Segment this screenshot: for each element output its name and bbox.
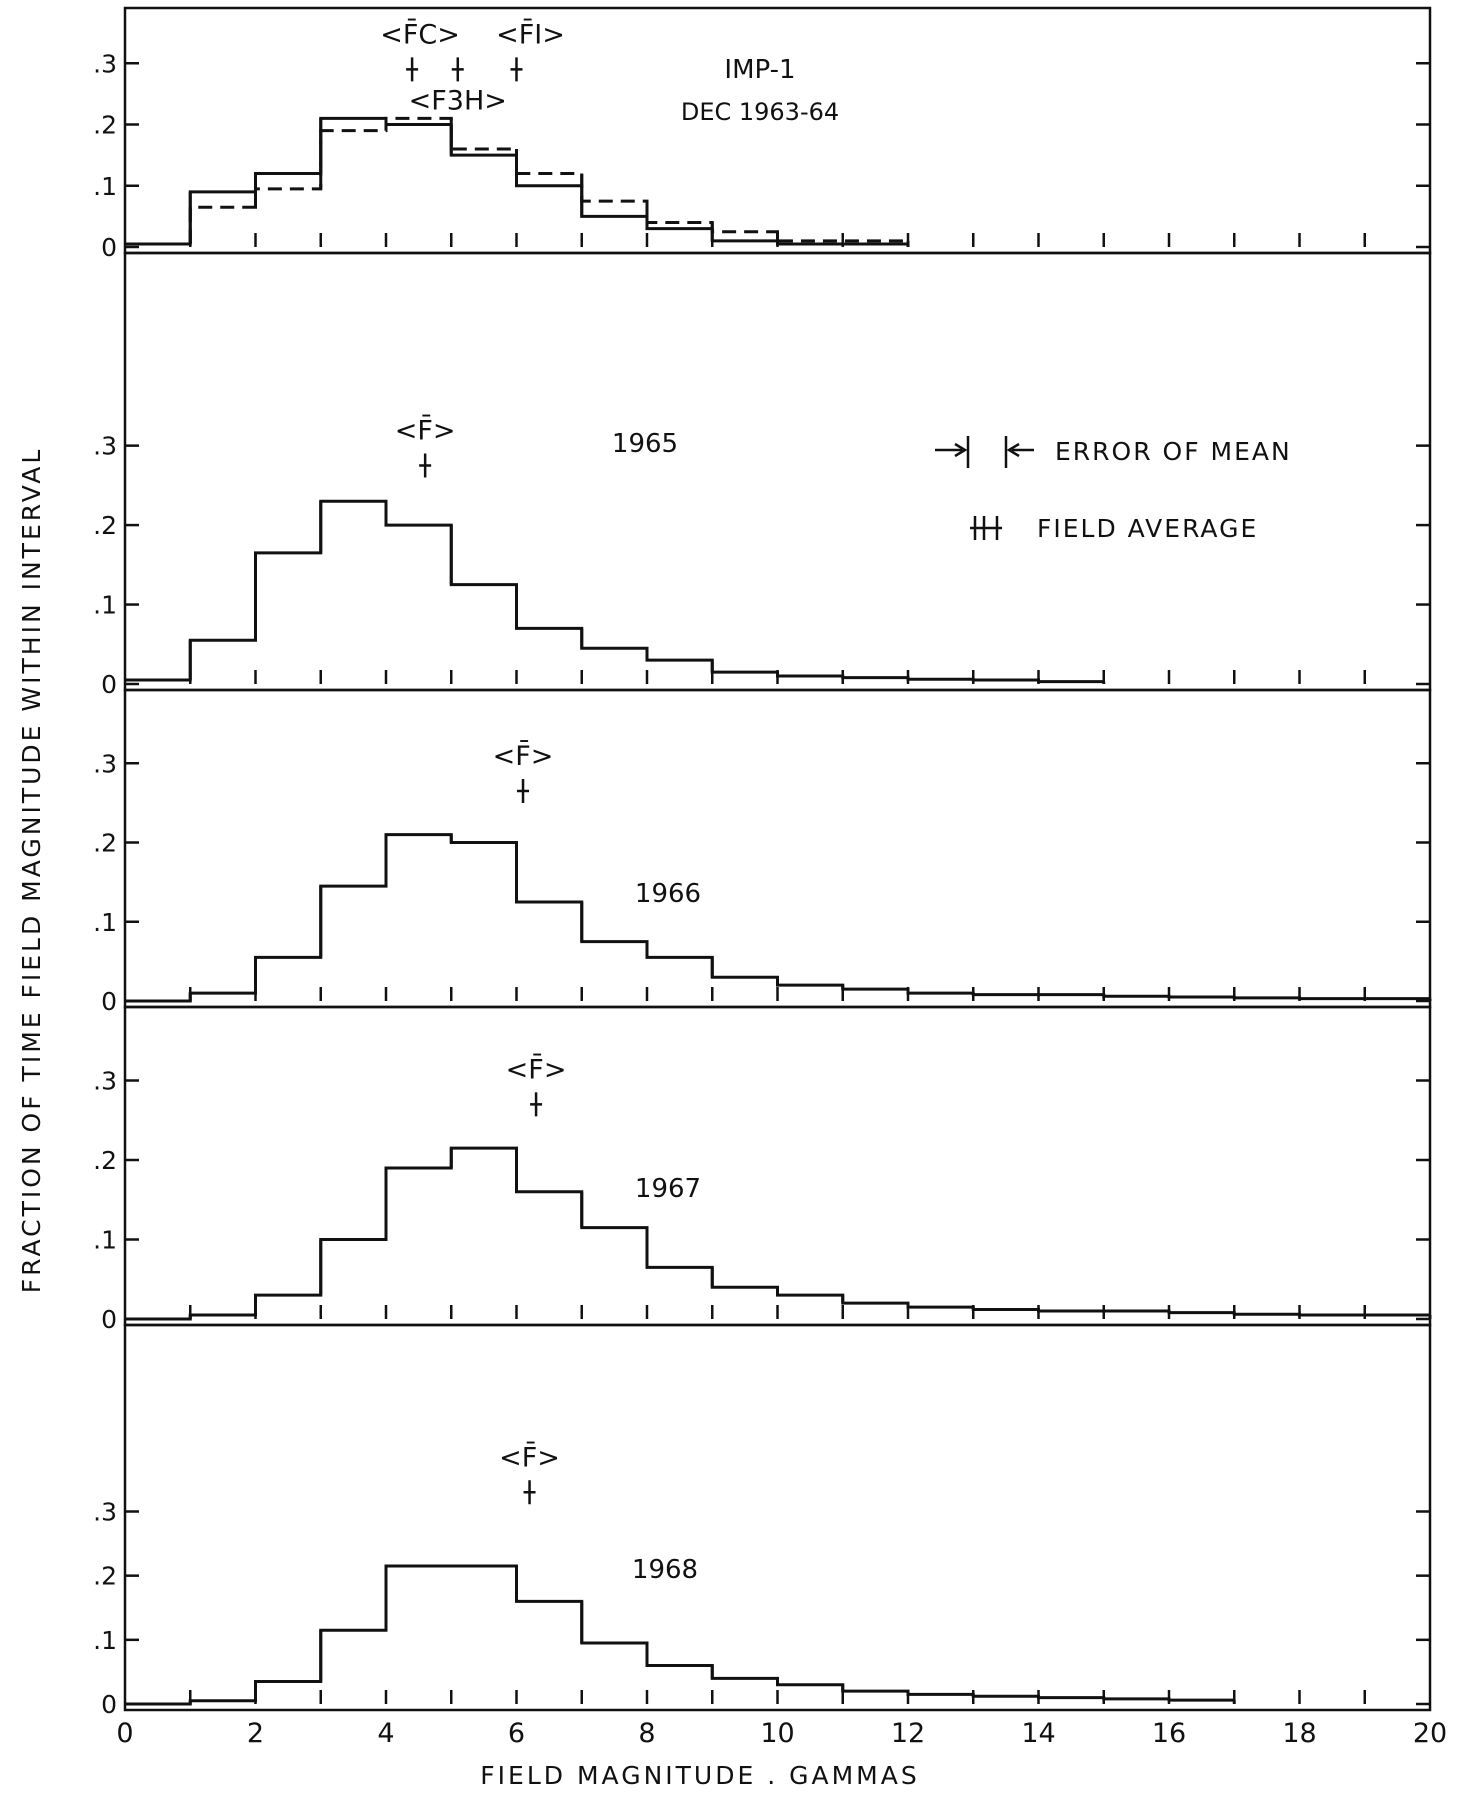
panel-0: 0 .1 .2 .3 <F̄C> <F3H> <F̄I> IMP-1 DEC 1963-64: [93, 6, 1432, 262]
histogram-series-solid: [125, 1564, 1235, 1706]
x-tick-label: 4: [377, 1718, 394, 1749]
y-tick-label: .3: [93, 749, 117, 778]
y-tick-label: 0: [101, 233, 117, 262]
x-tick-label: 16: [1152, 1718, 1186, 1749]
panel-4: 0 .1 .2 .3 <F̄> 1968 0 2 4 6 8 10 12 14 16 18 20: [93, 1323, 1447, 1749]
average-label: <F̄>: [493, 740, 554, 772]
y-tick-label: .2: [93, 1562, 117, 1591]
average-label: <F̄C>: [380, 18, 460, 50]
panel-frame: [123, 688, 1432, 1009]
x-tick-label: 10: [760, 1718, 794, 1749]
y-tick-label: 0: [101, 1305, 117, 1334]
y-tick-label: 0: [101, 670, 117, 699]
panel-2: 0 .1 .2 .3 <F̄> 1966: [93, 688, 1432, 1016]
x-tick-label: 2: [247, 1718, 264, 1749]
error-of-mean-arrowhead-right: [1006, 442, 1020, 458]
panel-title: 1968: [632, 1555, 698, 1585]
legend: [935, 436, 1034, 540]
legend-average-label: FIELD AVERAGE: [1037, 514, 1258, 543]
x-tick-label: 0: [116, 1718, 133, 1749]
average-label: <F̄>: [395, 415, 456, 447]
y-tick-label: .2: [93, 829, 117, 858]
panel-title: IMP-1: [724, 55, 795, 85]
y-tick-label: 0: [101, 987, 117, 1016]
y-tick-label: .3: [93, 1067, 117, 1096]
average-label: <F3H>: [409, 85, 507, 116]
x-tick-label: 6: [508, 1718, 525, 1749]
panels-group: 0 .1 .2 .3 <F̄C> <F3H> <F̄I> IMP-1 DEC 1963-64 0.…: [93, 6, 1447, 1749]
legend-error-label: ERROR OF MEAN: [1055, 437, 1292, 466]
average-label: <F̄>: [499, 1441, 560, 1473]
panel-frame: [123, 251, 1432, 692]
histogram-series-solid: [125, 499, 1104, 684]
error-of-mean-arrowhead-left: [954, 442, 968, 458]
y-tick-label: 0: [101, 1690, 117, 1719]
y-axis-title: FRACTION OF TIME FIELD MAGNITUDE WITHIN …: [17, 447, 46, 1294]
y-tick-label: .3: [93, 1498, 117, 1527]
y-tick-label: .3: [93, 49, 117, 78]
x-tick-label: 12: [891, 1718, 925, 1749]
average-label: <F̄>: [506, 1053, 567, 1085]
panel-title: 1967: [635, 1174, 701, 1204]
x-tick-label: 18: [1282, 1718, 1316, 1749]
panel-subtitle: DEC 1963-64: [681, 98, 839, 126]
x-tick-label: 8: [638, 1718, 655, 1749]
x-tick-label: 20: [1413, 1718, 1447, 1749]
y-tick-label: .1: [93, 1626, 117, 1655]
average-label: <F̄I>: [496, 18, 565, 50]
y-tick-label: .2: [93, 111, 117, 140]
y-tick-label: .2: [93, 1146, 117, 1175]
panel-3: 0 .1 .2 .3 <F̄> 1967: [93, 1005, 1432, 1334]
panel-frame: [123, 1323, 1432, 1712]
panel-title: 1965: [612, 429, 678, 459]
y-tick-label: .1: [93, 908, 117, 937]
y-tick-label: .1: [93, 591, 117, 620]
panel-1: 0 .1 .2 .3 <F̄> 1965: [93, 251, 1432, 699]
y-tick-label: .3: [93, 432, 117, 461]
y-tick-label: .1: [93, 172, 117, 201]
x-axis-title: FIELD MAGNITUDE . GAMMAS: [480, 1761, 919, 1790]
panel-title: 1966: [635, 879, 701, 909]
x-tick-label: 14: [1021, 1718, 1055, 1749]
y-tick-label: .1: [93, 1226, 117, 1255]
y-tick-label: .2: [93, 511, 117, 540]
